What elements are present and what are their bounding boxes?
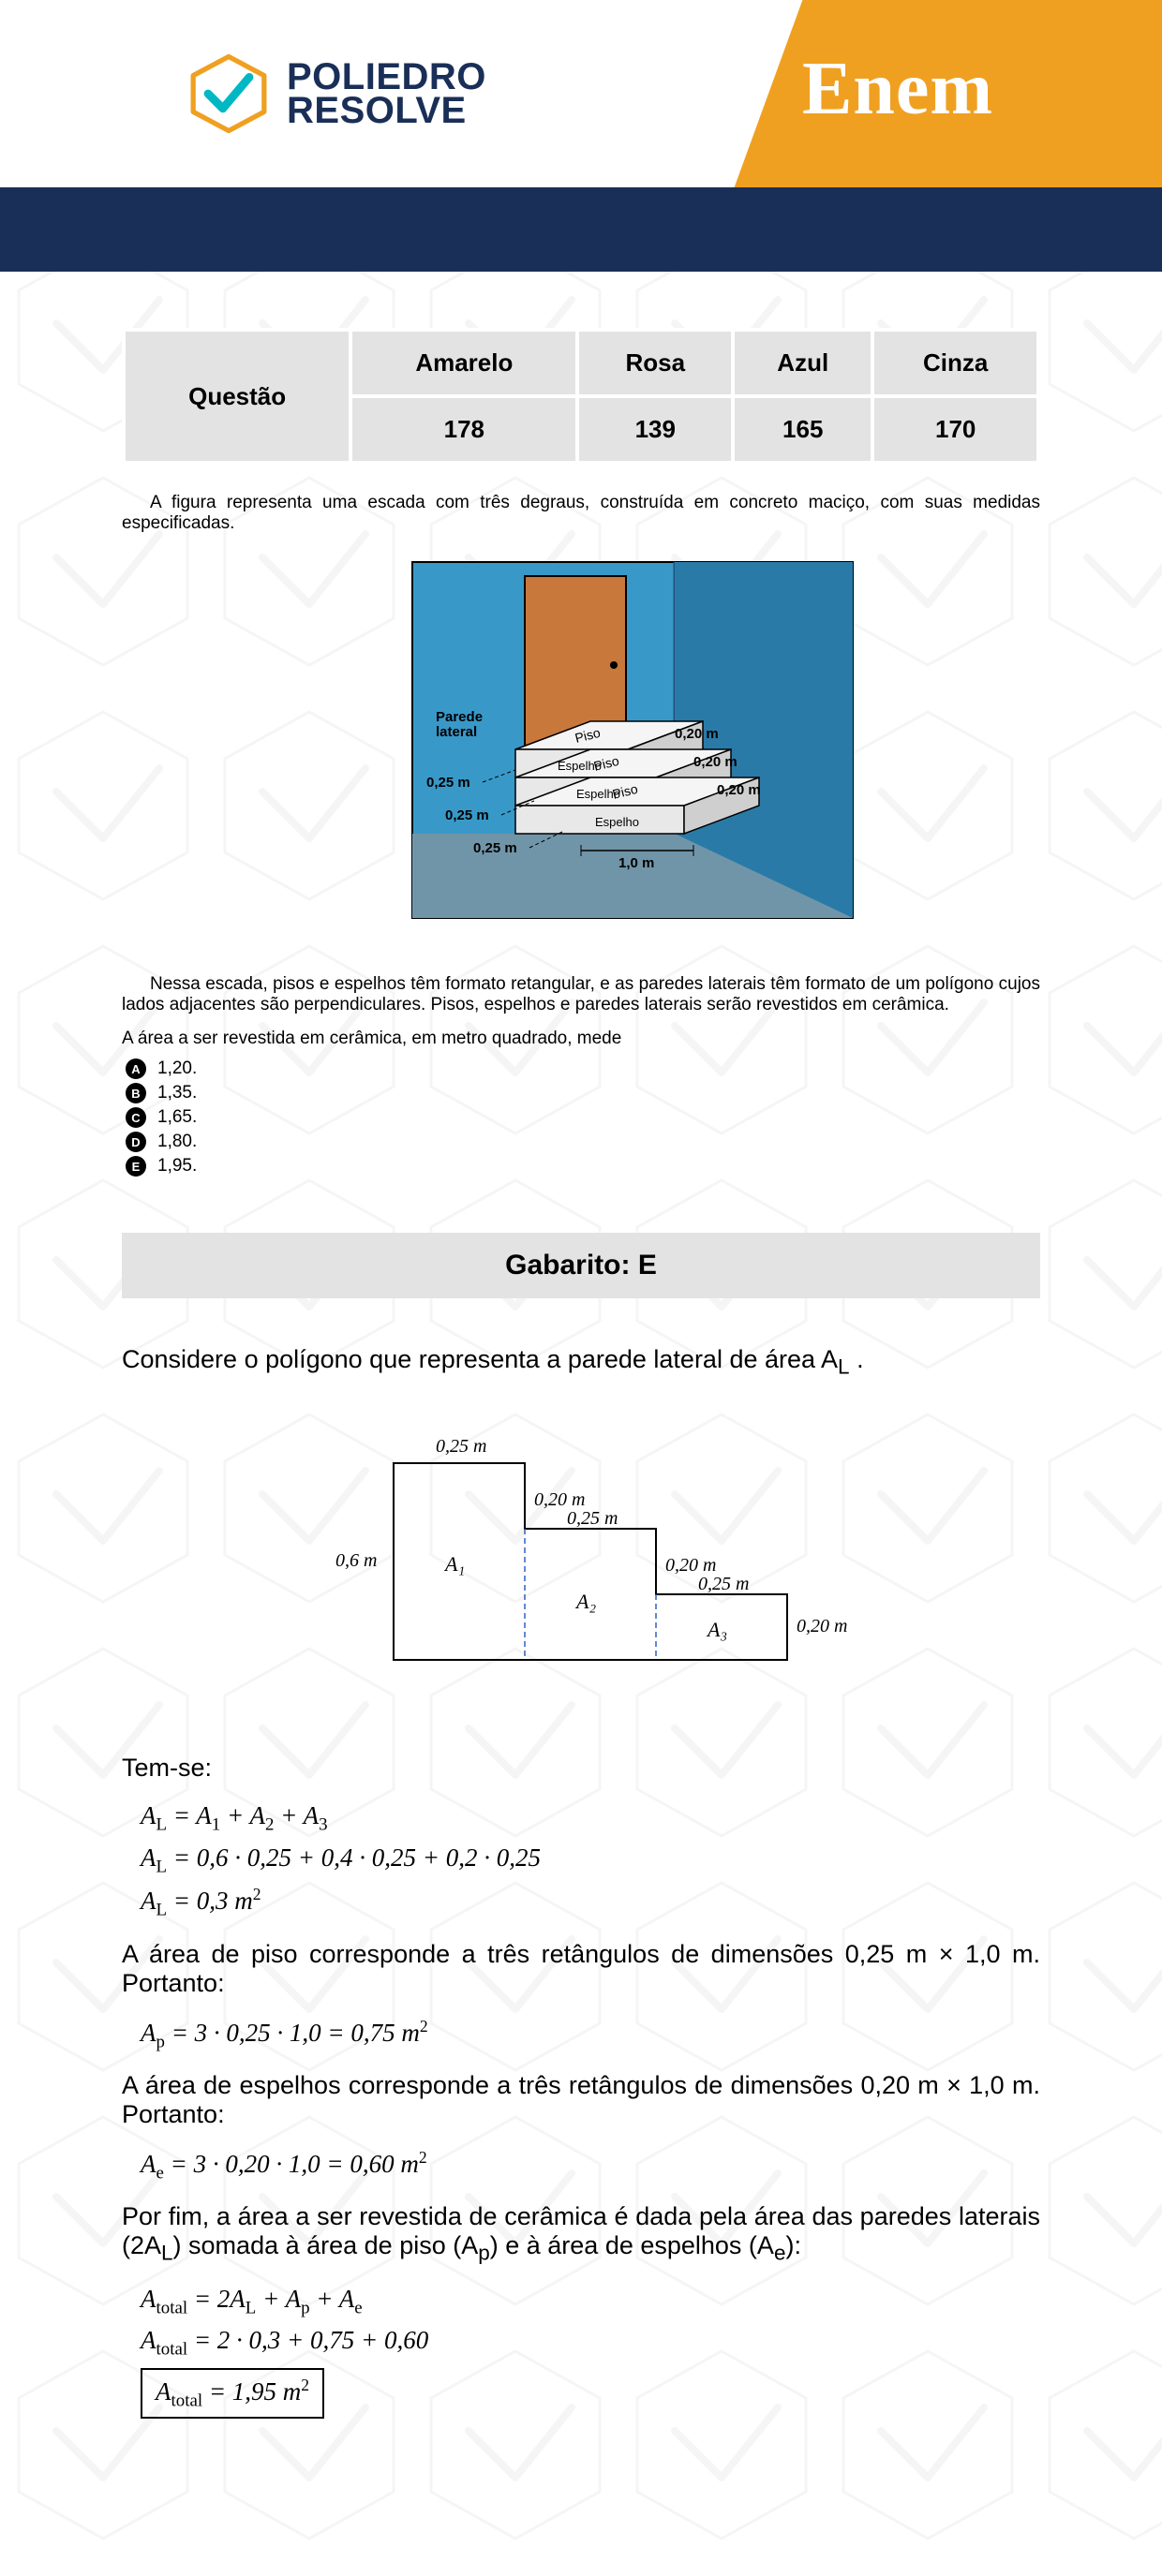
problem-body: Nessa escada, pisos e espelhos têm forma… (122, 974, 1040, 1015)
svg-text:0,25 m: 0,25 m (473, 840, 517, 856)
answer-key: Gabarito: E (122, 1233, 1040, 1298)
svg-text:0,25 m: 0,25 m (567, 1508, 618, 1529)
option-b: B 1,35. (126, 1083, 1040, 1103)
eq-al-sum: AL = A1 + A2 + A3 (122, 1801, 1040, 1835)
option-bullet: C (126, 1107, 146, 1128)
svg-text:0,20 m: 0,20 m (675, 726, 719, 742)
option-bullet: E (126, 1156, 146, 1177)
answer-options: A 1,20. B 1,35. C 1,65. D 1,80. E 1,95. (126, 1059, 1040, 1177)
svg-text:0,25 m: 0,25 m (426, 775, 470, 791)
option-e: E 1,95. (126, 1156, 1040, 1177)
option-bullet: A (126, 1059, 146, 1079)
problem-intro: A figura representa uma escada com três … (122, 493, 1040, 534)
svg-text:1,0 m: 1,0 m (618, 855, 654, 871)
eq-ae: Ae = 3 · 0,20 · 1,0 = 0,60 m2 (122, 2148, 1040, 2184)
svg-text:0,25 m: 0,25 m (436, 1436, 486, 1457)
val-amarelo: 178 (350, 396, 577, 463)
svg-text:0,20 m: 0,20 m (693, 754, 737, 770)
col-amarelo: Amarelo (350, 330, 577, 396)
page-header: POLIEDRO RESOLVE Enem (0, 0, 1162, 272)
poliedro-logo-icon (187, 52, 270, 135)
option-bullet: B (126, 1083, 146, 1103)
eq-al-numeric: AL = 0,6 · 0,25 + 0,4 · 0,25 + 0,2 · 0,2… (122, 1843, 1040, 1877)
problem-prompt: A área a ser revestida em cerâmica, em m… (122, 1029, 1040, 1049)
option-text: 1,80. (157, 1132, 197, 1152)
svg-text:A₃: A₃ (706, 1618, 727, 1641)
svg-text:Espelho: Espelho (595, 815, 639, 829)
option-text: 1,20. (157, 1059, 197, 1079)
eq-ap: Ap = 3 · 0,25 · 1,0 = 0,75 m2 (122, 2017, 1040, 2052)
val-rosa: 139 (577, 396, 733, 463)
logo-panel: POLIEDRO RESOLVE (0, 0, 712, 187)
final-paragraph: Por fim, a área a ser revestida de cerâm… (122, 2202, 1040, 2265)
question-number-table: Questão Amarelo Rosa Azul Cinza 178 139 … (122, 328, 1040, 465)
temse-label: Tem-se: (122, 1754, 1040, 1783)
svg-text:0,6 m: 0,6 m (335, 1550, 377, 1571)
option-bullet: D (126, 1132, 146, 1152)
solution-diagram: 0,25 m 0,20 m 0,25 m 0,20 m 0,25 m 0,20 … (122, 1407, 1040, 1716)
eq-total-result: Atotal = 1,95 m2 (122, 2368, 1040, 2419)
piso-paragraph: A área de piso corresponde a três retâng… (122, 1940, 1040, 1998)
svg-text:0,20 m: 0,20 m (665, 1555, 716, 1576)
option-text: 1,65. (157, 1107, 197, 1128)
exam-name: Enem (802, 47, 993, 132)
logo-text-line1: POLIEDRO (287, 60, 486, 94)
svg-text:Parede: Parede (436, 709, 483, 725)
svg-text:0,20 m: 0,20 m (717, 782, 761, 798)
svg-text:A₁: A₁ (443, 1552, 465, 1576)
option-c: C 1,65. (126, 1107, 1040, 1128)
col-cinza: Cinza (872, 330, 1038, 396)
svg-text:0,25 m: 0,25 m (445, 807, 489, 823)
option-text: 1,95. (157, 1156, 197, 1177)
col-rosa: Rosa (577, 330, 733, 396)
svg-text:lateral: lateral (436, 724, 477, 740)
svg-text:0,20 m: 0,20 m (797, 1616, 847, 1636)
val-azul: 165 (733, 396, 872, 463)
solution-intro: Considere o polígono que representa a pa… (122, 1345, 1040, 1379)
option-d: D 1,80. (126, 1132, 1040, 1152)
svg-text:A₂: A₂ (574, 1590, 596, 1613)
option-a: A 1,20. (126, 1059, 1040, 1079)
eq-total-numeric: Atotal = 2 · 0,3 + 0,75 + 0,60 (122, 2326, 1040, 2360)
option-text: 1,35. (157, 1083, 197, 1103)
logo-text-line2: RESOLVE (287, 94, 486, 127)
val-cinza: 170 (872, 396, 1038, 463)
svg-text:0,25 m: 0,25 m (698, 1574, 749, 1594)
eq-al-result: AL = 0,3 m2 (122, 1885, 1040, 1920)
espelho-paragraph: A área de espelhos corresponde a três re… (122, 2071, 1040, 2129)
stairs-figure: Piso Espelho Piso Espelho Piso Espelho P… (122, 553, 1040, 955)
col-azul: Azul (733, 330, 872, 396)
eq-total-sum: Atotal = 2AL + Ap + Ae (122, 2285, 1040, 2318)
svg-text:0,20 m: 0,20 m (534, 1489, 585, 1510)
table-label-questao: Questão (124, 330, 350, 463)
